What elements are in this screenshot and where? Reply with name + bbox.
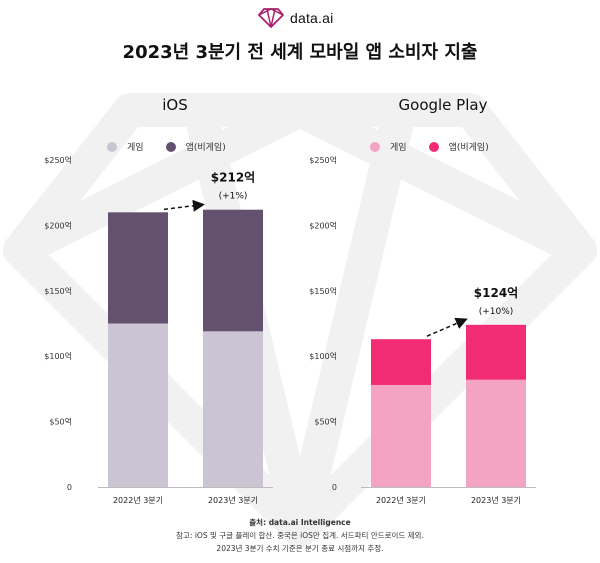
gp-legend-game: 게임 <box>370 140 407 153</box>
y-tick-label: $50억 <box>314 417 337 427</box>
footer-note-1: 참고: iOS 및 구글 플레이 합산. 중국은 iOS만 집계. 서드파티 안… <box>176 531 424 540</box>
y-tick-label: $100억 <box>309 351 337 361</box>
legend-label: 게임 <box>390 143 407 153</box>
ios-legend-app: 앱(비게임) <box>165 140 226 153</box>
x-tick-label: 2023년 3분기 <box>208 495 258 505</box>
legend-swatch <box>370 141 380 152</box>
annotation-value: $212억 <box>211 171 255 185</box>
y-tick-label: $150억 <box>309 286 337 296</box>
gp-legend: 게임 앱(비게임) <box>370 140 511 153</box>
annotation-change: (+1%) <box>219 192 248 202</box>
ios-legend-game: 게임 <box>107 140 144 153</box>
legend-label: 게임 <box>127 143 144 153</box>
legend-swatch <box>165 141 176 152</box>
diamond-logo-icon <box>258 8 284 28</box>
x-tick-label: 2023년 3분기 <box>471 495 521 505</box>
legend-label: 앱(비게임) <box>185 143 226 153</box>
y-tick-label: $150억 <box>44 286 72 296</box>
footer: 출처: data.ai Intelligence 참고: iOS 및 구글 플레… <box>0 516 600 555</box>
legend-label: 앱(비게임) <box>448 143 489 153</box>
growth-arrow <box>426 317 468 337</box>
page-title: 2023년 3분기 전 세계 모바일 앱 소비자 지출 <box>122 42 478 63</box>
bar-segment-game <box>466 379 526 487</box>
annotation-change: (+10%) <box>479 307 514 317</box>
y-tick-label: $200억 <box>44 220 72 230</box>
footer-source: 출처: data.ai Intelligence <box>249 518 351 527</box>
y-tick-label: $200억 <box>309 220 337 230</box>
x-tick-label: 2022년 3분기 <box>113 495 163 505</box>
y-tick-label: $100억 <box>44 351 72 361</box>
brand-logo: data.ai <box>258 6 333 30</box>
ios-legend: 게임 앱(비게임) <box>107 140 248 153</box>
footer-note-2: 2023년 3분기 수치 기준은 분기 종료 시점까지 추정. <box>216 544 384 553</box>
brand-name: data.ai <box>290 10 334 26</box>
ios-panel-title: iOS <box>162 96 188 114</box>
y-tick-label: 0 <box>67 483 72 492</box>
gp-panel-title: Google Play <box>398 96 488 114</box>
bar-segment-game <box>108 323 168 487</box>
y-tick-label: $50억 <box>49 417 72 427</box>
legend-swatch <box>107 141 117 152</box>
y-tick-label: $250억 <box>309 155 337 165</box>
bar-segment-game <box>203 331 263 487</box>
y-tick-label: $250억 <box>44 155 72 165</box>
bar-segment-app <box>466 324 526 380</box>
y-tick-label: 0 <box>332 483 337 492</box>
annotation-value: $124억 <box>474 286 518 300</box>
bar-segment-app <box>371 339 431 385</box>
legend-swatch <box>428 141 439 152</box>
bar-segment-app <box>203 209 263 332</box>
bar-segment-game <box>371 384 431 487</box>
x-tick-label: 2022년 3분기 <box>376 495 426 505</box>
growth-arrow <box>163 199 205 212</box>
bar-segment-app <box>108 212 168 324</box>
gp-legend-app: 앱(비게임) <box>428 140 489 153</box>
